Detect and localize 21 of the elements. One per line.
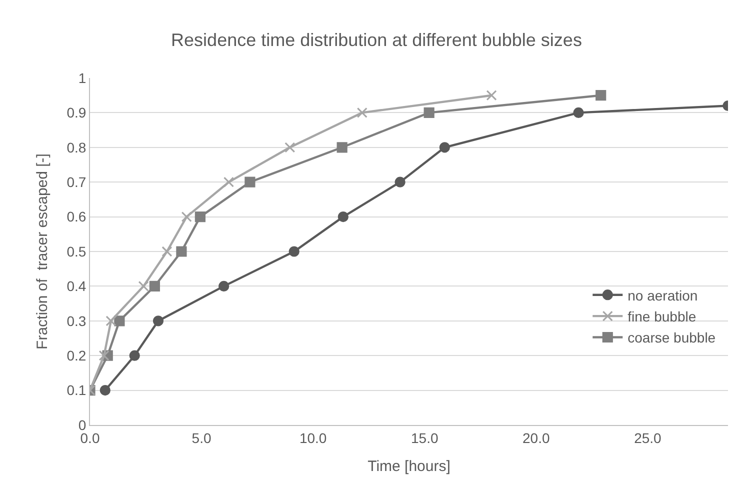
y-tick-label: 1 [78,70,86,86]
chart-title: Residence time distribution at different bubble sizes [171,30,582,50]
y-tick-label: 0.3 [66,312,86,329]
y-tick-label: 0.7 [66,174,86,190]
y-tick-label: 0.9 [66,104,86,121]
y-tick-label: 0.6 [66,208,86,225]
x-tick-label: 15.0 [410,430,438,446]
x-tick-label: 25.0 [634,430,662,446]
y-axis-title: Fraction of tracer escaped [-] [34,154,51,350]
legend-label: fine bubble [628,308,696,325]
legend-label: no aeration [628,287,698,304]
legend-label: coarse bubble [628,330,716,346]
y-tick-label: 0.2 [66,348,86,364]
y-tick-label: 0.4 [66,278,86,294]
y-tick-label: 0.1 [66,382,86,398]
x-tick-label: 5.0 [192,430,212,446]
x-axis-title: Time [hours] [368,458,450,475]
y-tick-label: 0.5 [66,243,86,260]
x-tick-label: 10.0 [299,430,327,446]
y-tick-label: 0.8 [66,139,86,156]
x-tick-label: 20.0 [522,430,550,446]
